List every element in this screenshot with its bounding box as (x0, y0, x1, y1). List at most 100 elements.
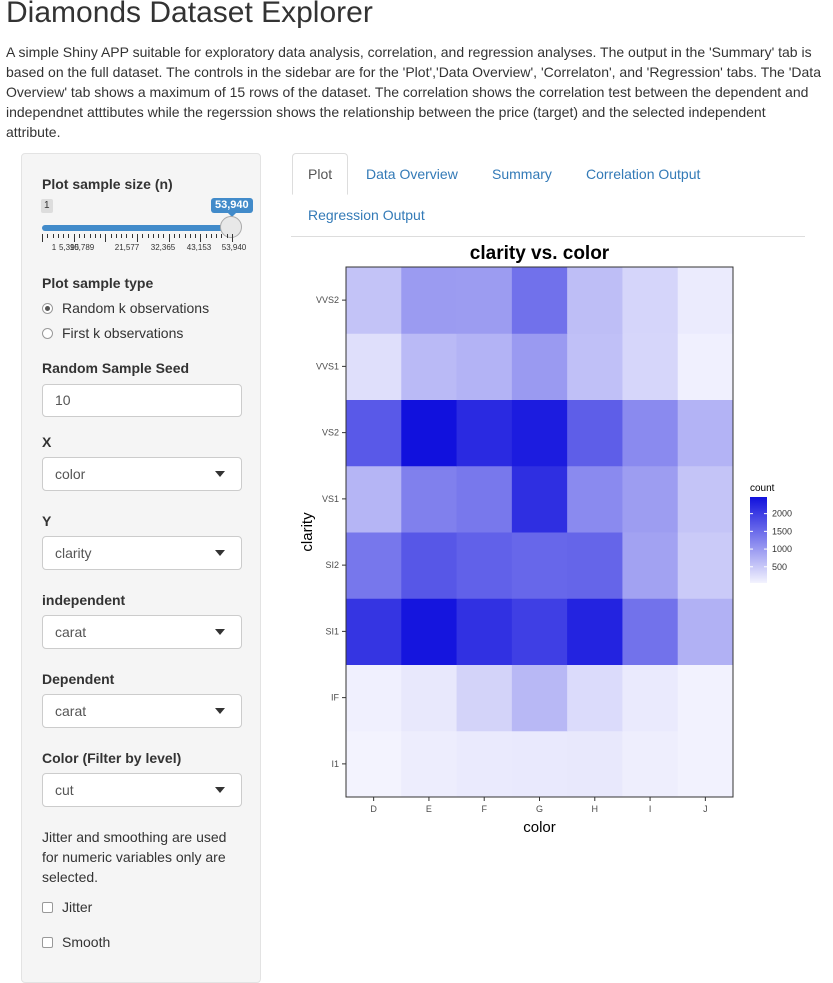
independent-select[interactable]: carat (42, 615, 242, 649)
x-axis-label: color (523, 819, 556, 836)
sample-type-label: Plot sample type (42, 275, 154, 291)
heatmap-cell (346, 333, 402, 400)
x-select[interactable]: color (42, 457, 242, 491)
legend-title: count (750, 483, 775, 494)
tab-plot[interactable]: Plot (292, 153, 349, 195)
y-select[interactable]: clarity (42, 536, 242, 570)
slider-tick (200, 234, 202, 242)
chevron-down-icon (215, 708, 225, 714)
x-tick-label: E (426, 804, 432, 814)
heatmap-cell (456, 333, 513, 400)
legend-tick-label: 1000 (772, 544, 792, 554)
heatmap-cell (622, 730, 679, 798)
heatmap-cell (511, 267, 568, 334)
heatmap-cell (346, 532, 402, 599)
heatmap-cell (677, 399, 734, 467)
tab-summary[interactable]: Summary (492, 166, 552, 182)
radio-checked-icon (42, 302, 53, 314)
dependent-select[interactable]: carat (42, 694, 242, 728)
heatmap-cell (456, 532, 513, 599)
independent-select-value: carat (55, 624, 87, 640)
heatmap-cell (456, 730, 513, 798)
heatmap-cell (622, 333, 679, 400)
heatmap-cell (622, 598, 679, 665)
heatmap-cell (622, 532, 679, 599)
slider-tick (184, 234, 186, 238)
slider-tick (52, 234, 54, 238)
y-select-value: clarity (55, 545, 92, 561)
slider-tick (179, 234, 181, 238)
app-title: Diamonds Dataset Explorer (6, 0, 373, 29)
slider-tick (68, 234, 70, 238)
slider-tick (226, 234, 228, 238)
x-label: X (42, 434, 52, 450)
sidebar-panel: Plot sample size (n) 1 53,940 1 5,395 10,7… (21, 153, 261, 983)
x-tick-label: J (703, 804, 708, 814)
heatmap-svg: clarity vs. color D E F G H I J I1 IF SI1 SI2 VS1 VS2… (299, 243, 792, 836)
heatmap-cell (511, 532, 568, 599)
chevron-down-icon (215, 629, 225, 635)
y-tick-label: VVS2 (316, 295, 339, 305)
heatmap-cell (401, 465, 458, 533)
color-filter-select-value: cut (55, 782, 74, 798)
radio-random[interactable]: Random k observations (42, 300, 209, 316)
legend-tick-label: 1500 (772, 526, 792, 536)
y-tick-label: VVS1 (316, 361, 339, 371)
y-tick-label: VS1 (322, 494, 339, 504)
slider-min-badge: 1 (41, 199, 53, 213)
heatmap-cell (677, 730, 734, 798)
heatmap-cell (346, 465, 402, 533)
slider-tick (210, 234, 212, 238)
slider-tick-label: 32,365 (150, 243, 176, 252)
checkbox-icon (42, 936, 53, 948)
heatmap-cell (401, 333, 458, 400)
chevron-down-icon (215, 550, 225, 556)
slider-tick (126, 234, 128, 238)
heatmap-cell (346, 664, 402, 732)
heatmap-cell (511, 333, 568, 400)
dependent-label: Dependent (42, 671, 115, 687)
x-select-value: color (55, 466, 86, 482)
heatmap-cell (622, 465, 679, 533)
heatmap-cell (401, 664, 458, 732)
sample-size-label: Plot sample size (n) (42, 176, 173, 192)
sample-size-slider-handle[interactable] (220, 216, 242, 238)
heatmap-cell (456, 465, 513, 533)
slider-tick (158, 234, 160, 238)
slider-ticks (42, 234, 233, 242)
slider-tick (63, 234, 65, 238)
heatmap-chart: clarity vs. color D E F G H I J I1 IF SI1 SI2 VS1 VS2… (291, 237, 831, 837)
seed-label: Random Sample Seed (42, 360, 190, 376)
tab-data-overview[interactable]: Data Overview (366, 166, 458, 182)
radio-first[interactable]: First k observations (42, 325, 183, 341)
heatmap-cell (511, 399, 568, 467)
slider-tick (137, 234, 138, 242)
slider-tick-label: 1 (51, 243, 57, 252)
heatmap-cell (401, 730, 458, 798)
slider-tick-label: 21,577 (114, 243, 140, 252)
y-label: Y (42, 513, 52, 529)
smooth-checkbox[interactable]: Smooth (42, 934, 110, 950)
heatmap-cell (511, 465, 568, 533)
jitter-checkbox[interactable]: Jitter (42, 899, 92, 915)
sample-size-slider-track[interactable] (42, 225, 232, 231)
slider-tick-label: 5,395 (58, 243, 80, 252)
slider-tick (84, 234, 86, 238)
app-description: A simple Shiny APP suitable for explorat… (6, 44, 821, 140)
heatmap-cell (622, 399, 679, 467)
x-tick-label: F (481, 804, 487, 814)
tab-regression-output[interactable]: Regression Output (308, 207, 425, 223)
heatmap-cell (456, 267, 513, 334)
heatmap-cell (401, 399, 458, 467)
slider-tick (105, 234, 107, 242)
color-filter-select[interactable]: cut (42, 773, 242, 807)
heatmap-cell (567, 664, 623, 732)
heatmap-cell (346, 399, 402, 467)
heatmap-cell (567, 598, 623, 665)
seed-input[interactable]: 10 (42, 384, 242, 417)
chart-title: clarity vs. color (470, 243, 610, 264)
slider-tick-labels: 1 5,395 10,789 21,577 32,365 43,153 53,940 (22, 243, 262, 255)
tab-correlation-output[interactable]: Correlation Output (586, 166, 701, 182)
independent-label: independent (42, 592, 126, 608)
slider-tick (232, 234, 233, 242)
